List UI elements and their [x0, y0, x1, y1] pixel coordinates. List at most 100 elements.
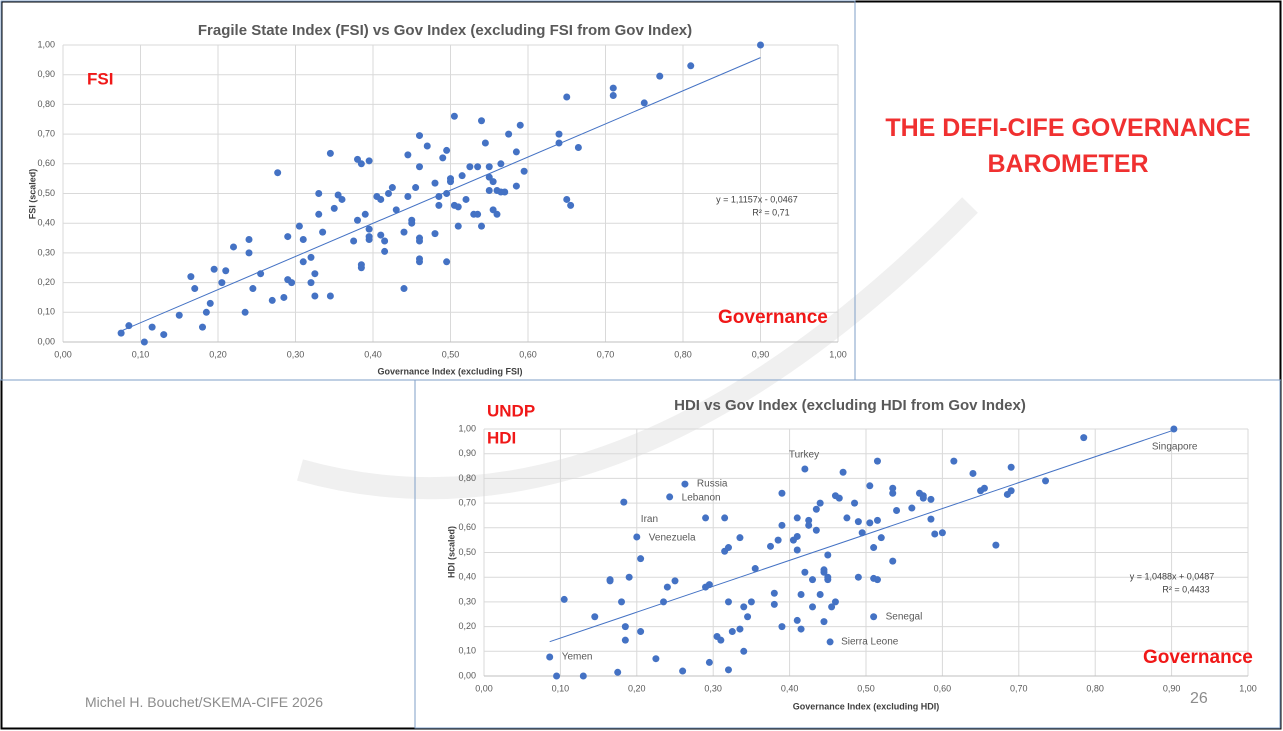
point: [481, 139, 489, 147]
point: [1007, 463, 1015, 471]
point: [330, 204, 338, 212]
point: [805, 516, 813, 524]
point: [416, 258, 423, 266]
x-tick-label: 0,80: [674, 349, 692, 359]
point: [315, 210, 323, 218]
y-tick-label: 0,50: [458, 547, 476, 557]
y-tick-label: 0,40: [458, 572, 476, 582]
point: [350, 237, 358, 245]
point: [633, 533, 641, 541]
point: [618, 598, 626, 606]
y-axis-title: FSI (scaled): [27, 169, 37, 220]
point: [280, 293, 288, 301]
point: [793, 546, 801, 554]
point: [919, 492, 927, 500]
chart-title: Fragile State Index (FSI) vs Gov Index (…: [198, 22, 692, 39]
point: [831, 598, 839, 606]
x-tick-label: 0,80: [1086, 683, 1104, 693]
point: [751, 565, 759, 573]
point: [361, 210, 369, 218]
point-label: Venezuela: [649, 533, 696, 544]
point: [621, 623, 629, 631]
x-tick-label: 0,40: [781, 683, 799, 693]
point: [354, 216, 361, 224]
point: [117, 329, 125, 337]
annotation: Governance: [718, 307, 828, 328]
point: [931, 530, 939, 538]
x-axis-title: Governance Index (excluding FSI): [377, 366, 522, 376]
point: [969, 469, 977, 477]
point: [740, 647, 748, 655]
point: [702, 514, 710, 522]
point: [381, 247, 389, 255]
point: [454, 203, 462, 211]
point: [299, 258, 307, 266]
point: [927, 515, 935, 523]
point: [218, 279, 226, 287]
point: [816, 590, 824, 598]
y-tick-label: 0,10: [37, 307, 55, 317]
point: [579, 672, 587, 680]
x-tick-label: 0,00: [54, 349, 72, 359]
y-tick-label: 0,60: [458, 522, 476, 532]
point: [625, 573, 633, 581]
point: [400, 228, 408, 236]
point: [520, 167, 528, 175]
point: [950, 457, 958, 465]
point: [478, 222, 485, 230]
point: [889, 557, 897, 565]
point: [820, 568, 828, 576]
point: [1170, 425, 1178, 433]
point: [908, 504, 916, 512]
point: [210, 265, 218, 273]
x-tick-label: 0,20: [209, 349, 227, 359]
point: [724, 544, 732, 552]
point: [828, 603, 836, 611]
point: [870, 613, 878, 621]
point: [705, 581, 713, 589]
point: [249, 285, 257, 293]
point: [656, 72, 664, 80]
point: [681, 480, 689, 488]
y-tick-label: 0,00: [37, 336, 55, 346]
point: [637, 555, 645, 563]
point: [793, 616, 801, 624]
point: [809, 576, 817, 584]
point: [326, 149, 334, 157]
point: [202, 308, 210, 316]
point: [736, 534, 744, 542]
annotation: FSI: [87, 69, 113, 88]
point: [307, 253, 315, 261]
point: [222, 267, 230, 275]
point: [245, 249, 253, 257]
point: [591, 613, 599, 621]
x-tick-label: 0,10: [552, 683, 570, 693]
point: [454, 222, 462, 230]
point: [927, 495, 935, 503]
point: [724, 666, 732, 674]
point: [793, 514, 801, 522]
point-label: Yemen: [562, 652, 593, 663]
point: [563, 195, 571, 203]
y-tick-label: 0,40: [37, 218, 55, 228]
point: [767, 542, 774, 550]
point: [485, 187, 493, 195]
point: [299, 236, 307, 244]
point: [889, 489, 897, 497]
trend-equation: y = 1,1157x - 0,0467: [716, 194, 798, 204]
x-tick-label: 0,50: [857, 683, 875, 693]
point: [826, 638, 834, 646]
y-tick-label: 0,80: [37, 99, 55, 109]
point: [858, 529, 866, 537]
chart-frame: [414, 379, 1281, 729]
y-tick-label: 0,30: [458, 596, 476, 606]
point: [392, 206, 400, 214]
point-label: Senegal: [886, 611, 923, 622]
point: [400, 285, 408, 293]
point: [416, 132, 423, 140]
point: [512, 148, 520, 156]
point: [574, 143, 582, 151]
point: [404, 192, 412, 200]
point: [770, 589, 778, 597]
